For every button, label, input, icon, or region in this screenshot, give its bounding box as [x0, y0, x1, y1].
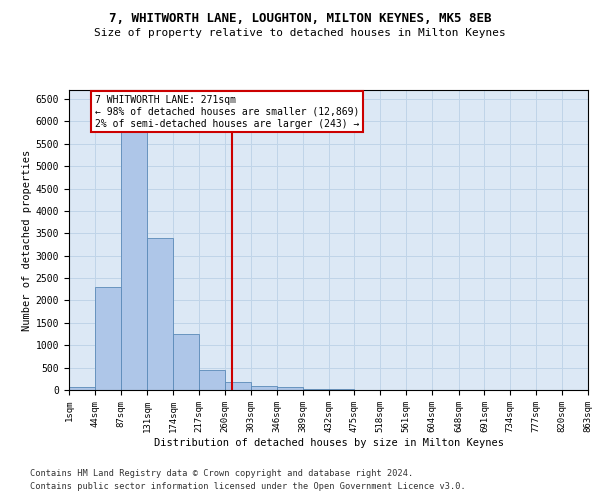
Bar: [199, 370, 225, 390]
Bar: [95, 287, 121, 390]
Bar: [225, 382, 251, 390]
Bar: [173, 334, 199, 390]
Text: Contains HM Land Registry data © Crown copyright and database right 2024.: Contains HM Land Registry data © Crown c…: [30, 468, 413, 477]
Y-axis label: Number of detached properties: Number of detached properties: [22, 150, 32, 330]
Bar: [302, 388, 329, 390]
Text: 7, WHITWORTH LANE, LOUGHTON, MILTON KEYNES, MK5 8EB: 7, WHITWORTH LANE, LOUGHTON, MILTON KEYN…: [109, 12, 491, 26]
Bar: [121, 114, 147, 390]
Text: Size of property relative to detached houses in Milton Keynes: Size of property relative to detached ho…: [94, 28, 506, 38]
Bar: [277, 386, 302, 390]
Bar: [147, 238, 173, 390]
Text: Contains public sector information licensed under the Open Government Licence v3: Contains public sector information licen…: [30, 482, 466, 491]
X-axis label: Distribution of detached houses by size in Milton Keynes: Distribution of detached houses by size …: [154, 438, 503, 448]
Bar: [251, 386, 277, 390]
Text: 7 WHITWORTH LANE: 271sqm
← 98% of detached houses are smaller (12,869)
2% of sem: 7 WHITWORTH LANE: 271sqm ← 98% of detach…: [95, 96, 359, 128]
Bar: [69, 386, 95, 390]
